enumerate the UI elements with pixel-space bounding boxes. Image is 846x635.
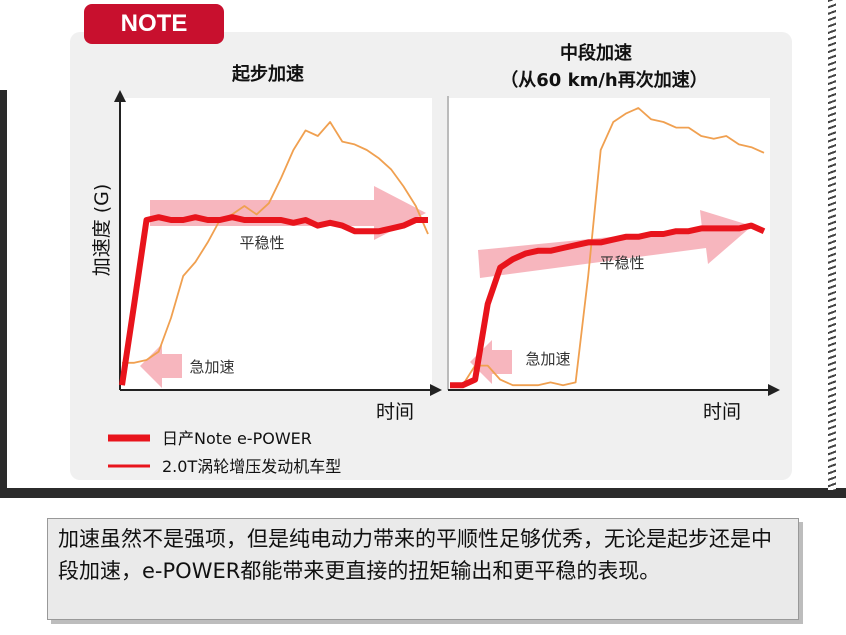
chart2-series-epower-line xyxy=(450,222,766,389)
chart2-annotation-smooth: 平稳性 xyxy=(599,254,644,272)
caption-box: 加速虽然不是强项，但是纯电动力带来的平顺性足够优秀，无论是起步还是中段加速，e-… xyxy=(47,518,799,620)
sudden-accel-arrow-1 xyxy=(140,344,182,388)
chart2-annotation-sudden: 急加速 xyxy=(525,350,570,368)
chart1-x-label: 时间 xyxy=(376,401,414,423)
chart2-title: 中段加速 xyxy=(560,42,632,64)
chart2-subtitle: （从60 km/h再次加速） xyxy=(500,69,707,91)
smoothness-arrow-2 xyxy=(478,210,752,278)
chart1-series-turbo-line xyxy=(122,121,429,364)
right-decoration-hatch xyxy=(828,0,836,490)
chart1-annotation-sudden: 急加速 xyxy=(189,358,234,376)
chart1-series-epower-line xyxy=(119,214,428,386)
bottom-decoration-stripe xyxy=(0,488,846,498)
chart-svg: 起步加速 中段加速 （从60 km/h再次加速） 加速度 (G) 时间 时间 平… xyxy=(91,42,780,476)
plot-area-1 xyxy=(120,98,432,390)
smoothness-arrow-1 xyxy=(150,186,426,240)
chart1-title: 起步加速 xyxy=(231,63,304,85)
chart2-x-label: 时间 xyxy=(703,401,741,423)
note-badge: NOTE xyxy=(84,4,224,44)
y-axis-label: 加速度 (G) xyxy=(91,184,113,277)
legend-label-note: 日产Note e-POWER xyxy=(162,429,312,448)
sudden-accel-arrow-2 xyxy=(470,340,512,384)
chart2-series-turbo-line xyxy=(450,107,765,387)
chart1-annotation-smooth: 平稳性 xyxy=(239,234,284,252)
left-decoration-bar xyxy=(0,90,7,490)
legend-label-turbo: 2.0T涡轮增压发动机车型 xyxy=(162,457,341,476)
